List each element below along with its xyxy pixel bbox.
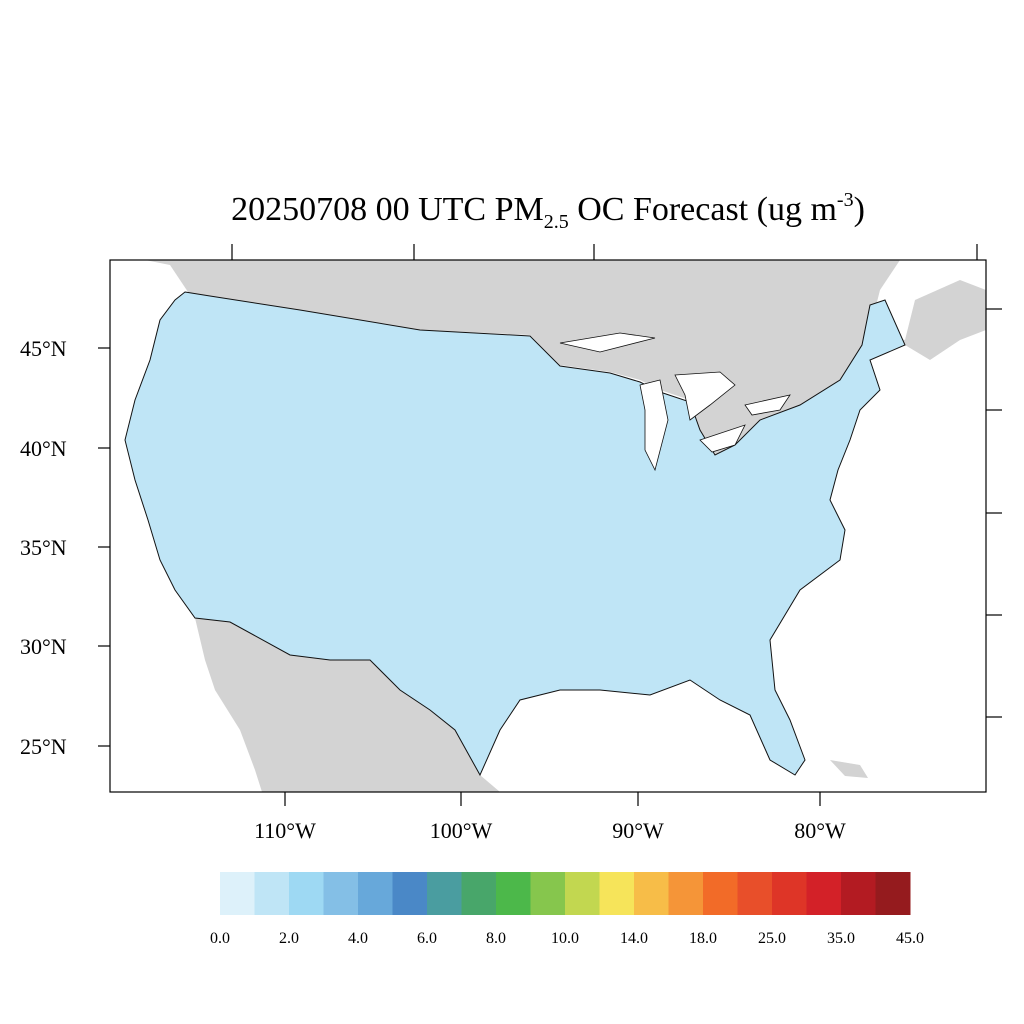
cuba-land [830, 760, 868, 778]
colorbar-label: 10.0 [551, 930, 579, 947]
colorbar-swatch [220, 872, 255, 915]
colorbar-label: 18.0 [689, 930, 717, 947]
lon-label: 80°W [794, 818, 846, 843]
great-lakes [559, 332, 791, 472]
map-frame [109, 259, 987, 793]
lat-label: 35°N [20, 535, 67, 560]
lon-label: 90°W [612, 818, 664, 843]
colorbar-swatch [565, 872, 600, 915]
colorbar-label: 8.0 [486, 930, 506, 947]
mexico-land [195, 618, 500, 792]
colorbar-swatch [392, 872, 428, 915]
colorbar-label: 45.0 [896, 930, 924, 947]
colorbar-swatch [530, 872, 566, 915]
colorbar-swatch [461, 872, 497, 915]
colorbar-swatch [841, 872, 876, 915]
colorbar-label: 6.0 [417, 930, 437, 947]
map-title: 20250708 00 UTC PM2.5 OC Forecast (ug m-… [231, 189, 865, 233]
colorbar-swatch [496, 872, 531, 915]
colorbar-swatch [599, 872, 635, 915]
colorbar-swatch [772, 872, 807, 915]
colorbar-labels: 0.0 2.0 4.0 6.0 8.0 10.0 14.0 18.0 25.0 35.0 45.0 [210, 930, 924, 947]
colorbar-swatch [358, 872, 393, 915]
colorbar-swatch [668, 872, 704, 915]
colorbar-label: 4.0 [348, 930, 368, 947]
lon-label: 100°W [430, 818, 493, 843]
lat-label: 40°N [20, 436, 67, 461]
lat-label: 25°N [20, 734, 67, 759]
colorbar [220, 872, 911, 915]
colorbar-label: 14.0 [620, 930, 648, 947]
colorbar-swatch [289, 872, 324, 915]
axis-ticks [98, 244, 1002, 806]
colorbar-swatch [427, 872, 462, 915]
lat-label: 30°N [20, 634, 67, 659]
colorbar-swatch [634, 872, 669, 915]
colorbar-swatch [703, 872, 738, 915]
colorbar-label: 2.0 [279, 930, 299, 947]
colorbar-swatch [875, 872, 911, 915]
longitude-labels: 110°W 100°W 90°W 80°W [254, 818, 846, 843]
lon-label: 110°W [254, 818, 316, 843]
map-area [110, 260, 986, 792]
colorbar-swatch [323, 872, 359, 915]
colorbar-swatch [737, 872, 773, 915]
latitude-labels: 45°N 40°N 35°N 30°N 25°N [20, 336, 67, 759]
colorbar-label: 25.0 [758, 930, 786, 947]
colorbar-swatch [254, 872, 290, 915]
colorbar-label: 0.0 [210, 930, 230, 947]
colorbar-label: 35.0 [827, 930, 855, 947]
lat-label: 45°N [20, 336, 67, 361]
colorbar-swatch [806, 872, 842, 915]
